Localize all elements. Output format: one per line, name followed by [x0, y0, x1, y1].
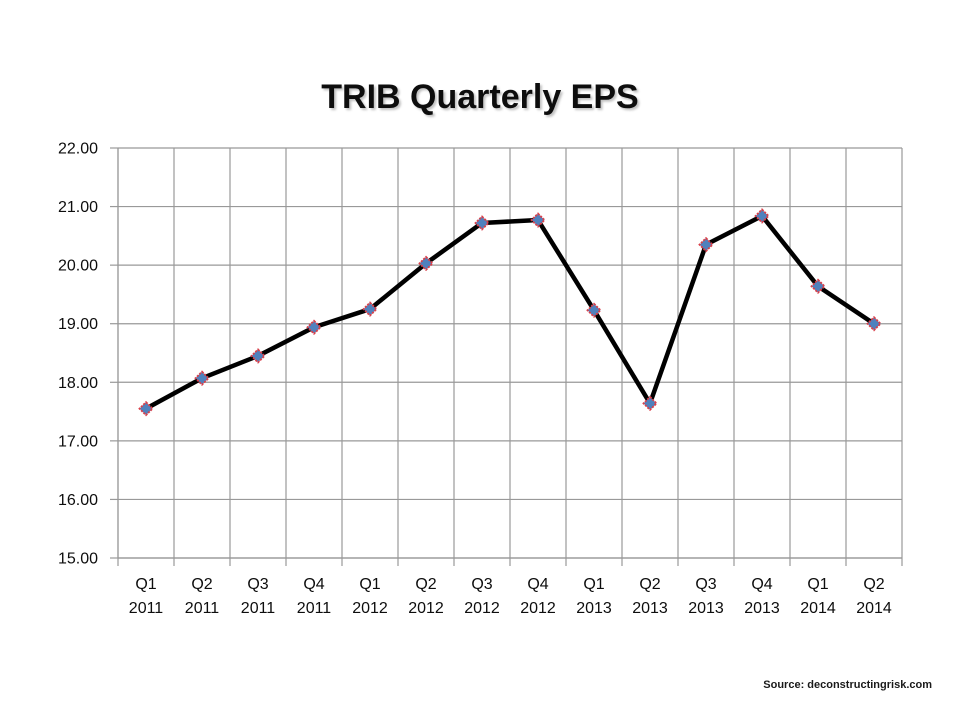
data-point-marker	[586, 302, 602, 319]
x-axis-label: Q1 2014	[800, 576, 836, 617]
x-axis-label: Q2 2013	[632, 576, 668, 617]
x-axis-label: Q2 2012	[408, 576, 444, 617]
data-point-marker	[194, 370, 210, 386]
data-point-marker	[138, 400, 154, 417]
x-axis-label: Q1 2011	[129, 576, 164, 617]
data-point-marker	[754, 208, 770, 224]
data-point-marker	[362, 301, 378, 317]
data-point-marker	[810, 278, 826, 295]
x-axis-label: Q2 2014	[856, 576, 892, 617]
x-axis-label: Q1 2012	[352, 576, 388, 617]
chart-title: TRIB Quarterly EPS	[321, 78, 639, 116]
data-point-marker	[530, 212, 546, 228]
x-axis-label: Q3 2013	[688, 576, 724, 617]
y-axis-label: 20.00	[58, 258, 98, 275]
eps-series-line	[143, 213, 877, 411]
y-axis-label: 22.00	[58, 141, 98, 158]
x-axis-label: Q1 2013	[576, 576, 612, 617]
data-point-marker	[866, 315, 882, 332]
data-point-marker	[306, 319, 322, 336]
y-axis-label: 15.00	[58, 551, 98, 568]
y-axis-label: 21.00	[58, 199, 98, 216]
data-point-marker	[418, 255, 434, 272]
data-point-marker	[642, 395, 658, 412]
x-axis-label: Q4 2013	[744, 576, 780, 617]
x-axis-label: Q4 2011	[297, 576, 332, 617]
x-axis-label: Q2 2011	[185, 576, 220, 617]
y-axis-label: 17.00	[58, 433, 98, 450]
y-axis-label: 19.00	[58, 316, 98, 333]
data-point-marker	[698, 236, 714, 253]
data-point-marker	[250, 348, 266, 364]
data-point-marker	[474, 215, 490, 231]
x-axis-label: Q3 2011	[241, 576, 276, 617]
y-axis-label: 18.00	[58, 375, 98, 392]
x-axis-label: Q3 2012	[464, 576, 500, 617]
x-axis-label: Q4 2012	[520, 576, 556, 617]
source-note: Source: deconstructingrisk.com	[763, 679, 932, 691]
y-axis-label: 16.00	[58, 492, 98, 509]
